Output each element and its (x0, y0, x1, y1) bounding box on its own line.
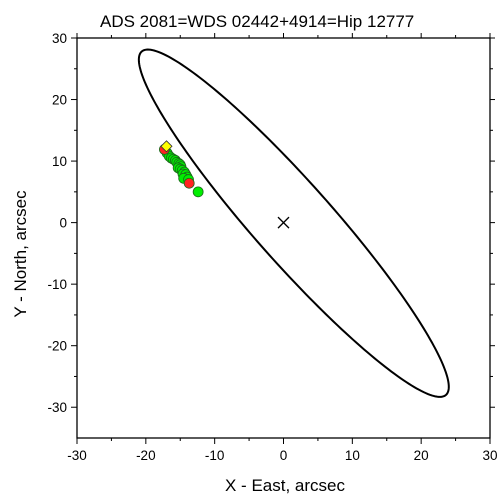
y-tick-label: -30 (47, 400, 67, 415)
chart-marks (137, 48, 450, 398)
y-tick-label: 20 (52, 93, 67, 108)
x-tick-label: 0 (280, 448, 288, 463)
plot-area (76, 37, 491, 439)
y-tick-label: -20 (47, 339, 67, 354)
y-tick-label: 10 (52, 154, 67, 169)
primary-star-marker (277, 216, 290, 229)
primary-marker-stroke (277, 216, 290, 229)
data-point-diamond (160, 140, 173, 153)
plot-frame (76, 37, 491, 439)
x-tick-label: -20 (136, 448, 156, 463)
y-axis-label: Y - North, arcsec (11, 190, 30, 318)
y-tick-label: 0 (59, 216, 67, 231)
y-tick-label: -10 (47, 277, 67, 292)
axis-ticks: -30 -20 -10 0 10 20 30 -30 -20 -10 0 10 20 30 (47, 31, 497, 463)
data-point (192, 186, 204, 198)
x-tick-label: 20 (414, 448, 429, 463)
x-tick-label: 30 (482, 448, 497, 463)
x-axis-label: X - East, arcsec (225, 476, 345, 495)
x-tick-label: -10 (205, 448, 225, 463)
x-tick-label: -30 (67, 448, 87, 463)
y-tick-label: 30 (52, 31, 67, 46)
data-point (183, 177, 195, 189)
chart-title: ADS 2081=WDS 02442+4914=Hip 12777 (100, 12, 414, 31)
orbit-ellipse (137, 48, 450, 398)
x-tick-label: 10 (345, 448, 360, 463)
